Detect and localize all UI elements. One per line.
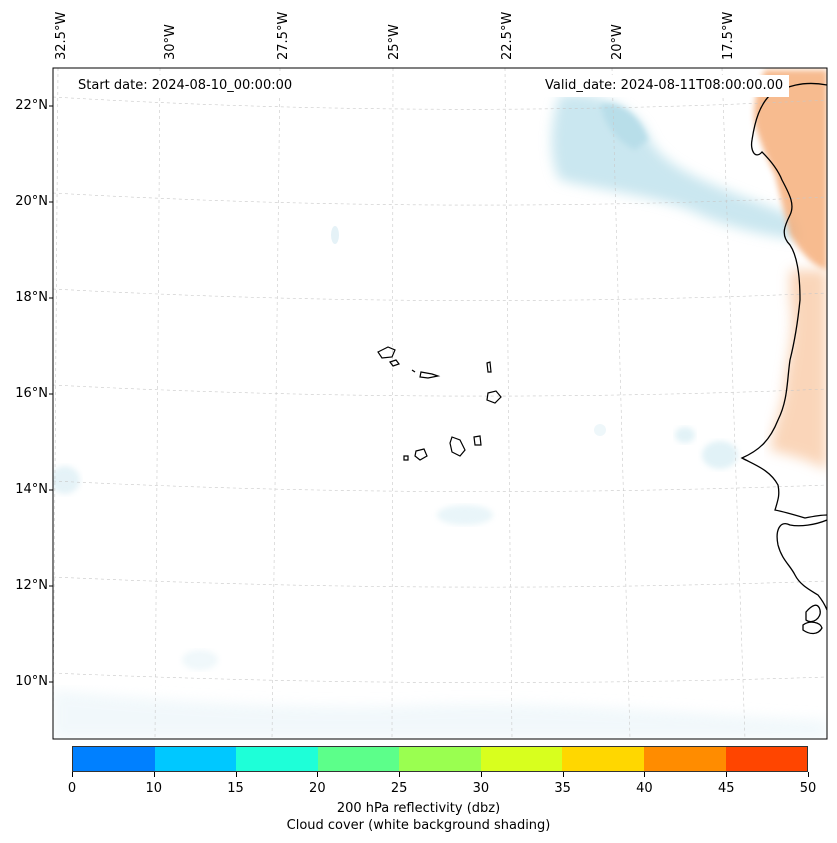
- lat-label: 22°N: [15, 98, 48, 113]
- lat-label: 12°N: [15, 578, 48, 593]
- colorbar-label: 200 hPa reflectivity (dbz): [336, 801, 501, 816]
- colorbar-tick-label: 30: [472, 781, 490, 796]
- lon-label: 25°W: [387, 24, 402, 60]
- colorbar-tick-label: 45: [717, 781, 735, 796]
- colorbar-segment: [399, 747, 481, 771]
- colorbar-tick-label: 0: [67, 781, 77, 796]
- lat-label: 18°N: [15, 290, 48, 305]
- lat-ticks: [49, 105, 53, 683]
- lon-label: 27.5°W: [276, 11, 291, 60]
- valid-date-label: Valid_date: 2024-08-11T08:00:00.00: [539, 75, 790, 97]
- colorbar-segment: [562, 747, 644, 771]
- colorbar-tick-label: 50: [799, 781, 817, 796]
- colorbar-tick-label: 10: [145, 781, 163, 796]
- lat-label: 14°N: [15, 482, 48, 497]
- colorbar-tick: [480, 772, 482, 777]
- colorbar: [72, 746, 808, 772]
- colorbar-tick: [808, 772, 809, 777]
- colorbar-segment: [725, 747, 808, 771]
- colorbar-tick: [562, 772, 564, 777]
- colorbar-tick: [317, 772, 319, 777]
- lon-label: 17.5°W: [721, 11, 736, 60]
- colorbar-segment: [480, 747, 563, 771]
- colorbar-tick-label: 15: [227, 781, 244, 796]
- colorbar-tick: [726, 772, 728, 777]
- lat-label: 20°N: [15, 194, 48, 209]
- colorbar-tick: [72, 772, 73, 777]
- colorbar-segment: [643, 747, 726, 771]
- lon-label: 22.5°W: [500, 11, 515, 60]
- colorbar-segment: [317, 747, 400, 771]
- colorbar-tick: [399, 772, 401, 777]
- lat-label: 16°N: [15, 386, 48, 401]
- lon-label: 32.5°W: [54, 11, 69, 60]
- colorbar-segment: [154, 747, 237, 771]
- lon-label: 20°W: [610, 24, 625, 60]
- lon-label: 30°W: [163, 24, 178, 60]
- islands: [377, 346, 502, 461]
- colorbar-segment: [236, 747, 318, 771]
- colorbar-tick: [644, 772, 646, 777]
- colorbar-tick: [235, 772, 237, 777]
- colorbar-segment: [73, 747, 155, 771]
- coastline: [740, 82, 827, 635]
- colorbar-tick: [153, 772, 155, 777]
- colorbar-tick-label: 20: [309, 781, 326, 796]
- lat-label: 10°N: [15, 674, 48, 689]
- warm-land-shading: [754, 70, 827, 470]
- colorbar-tick-label: 35: [554, 781, 571, 796]
- start-date-label: Start date: 2024-08-10_00:00:00: [72, 75, 299, 97]
- graticule: [53, 68, 827, 739]
- colorbar-tick-label: 40: [636, 781, 653, 796]
- colorbar-tick-label: 25: [390, 781, 408, 796]
- map-background: [53, 68, 827, 739]
- map-frame: [52, 67, 828, 740]
- colorbar-sublabel: Cloud cover (white background shading): [286, 818, 551, 833]
